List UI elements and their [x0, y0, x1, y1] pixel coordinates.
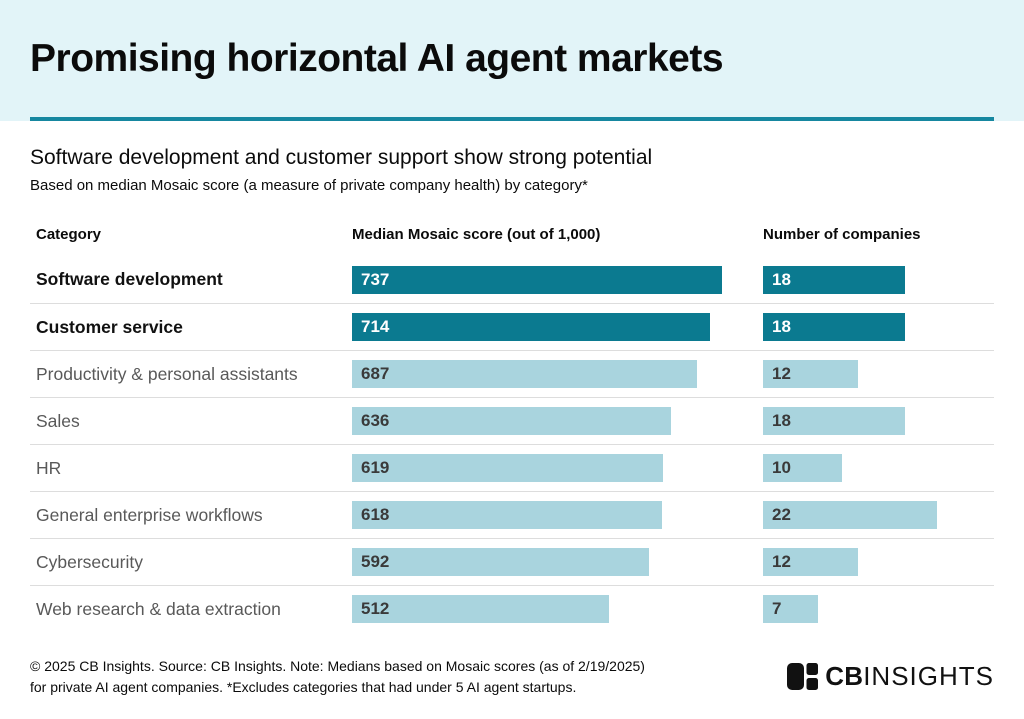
header-rule: [30, 117, 994, 121]
companies-bar: 7: [763, 595, 818, 623]
column-header-category: Category: [36, 226, 102, 243]
score-cell: 687: [352, 360, 763, 388]
score-bar: 636: [352, 407, 671, 435]
companies-bar: 10: [763, 454, 842, 482]
score-bar: 687: [352, 360, 697, 388]
companies-value: 18: [772, 317, 791, 336]
score-cell: 636: [352, 407, 763, 435]
table-row: Cybersecurity 592 12: [30, 538, 994, 585]
companies-cell: 10: [763, 454, 994, 482]
score-cell: 512: [352, 595, 763, 623]
table-row: General enterprise workflows 618 22: [30, 491, 994, 538]
companies-bar: 18: [763, 407, 905, 435]
score-value: 619: [361, 458, 390, 477]
companies-value: 12: [772, 552, 791, 571]
score-cell: 737: [352, 265, 763, 294]
score-value: 618: [361, 505, 390, 524]
category-label: Cybersecurity: [36, 551, 143, 572]
table-row: HR 619 10: [30, 444, 994, 491]
source-note-line2: for private AI agent companies. *Exclude…: [30, 678, 577, 695]
footer: © 2025 CB Insights. Source: CB Insights.…: [30, 656, 994, 697]
score-bar: 714: [352, 313, 710, 341]
score-bar: 618: [352, 501, 662, 529]
table-row: Productivity & personal assistants 687 1…: [30, 350, 994, 397]
source-note: © 2025 CB Insights. Source: CB Insights.…: [30, 656, 645, 697]
category-label: Web research & data extraction: [36, 598, 281, 619]
score-value: 687: [361, 364, 390, 383]
logo-insights: INSIGHTS: [863, 661, 994, 692]
score-value: 592: [361, 552, 390, 571]
companies-cell: 12: [763, 548, 994, 576]
score-bar: 619: [352, 454, 663, 482]
companies-value: 18: [772, 411, 791, 430]
column-header-score: Median Mosaic score (out of 1,000): [352, 226, 601, 243]
companies-cell: 12: [763, 360, 994, 388]
score-bar: 737: [352, 265, 722, 294]
page-title: Promising horizontal AI agent markets: [30, 37, 724, 80]
category-label: Customer service: [36, 316, 183, 337]
logo-cb: CB: [825, 661, 864, 692]
companies-bar: 12: [763, 360, 858, 388]
companies-value: 7: [772, 599, 782, 618]
category-label: Productivity & personal assistants: [36, 363, 298, 384]
companies-cell: 18: [763, 407, 994, 435]
chart-table: Category Median Mosaic score (out of 1,0…: [30, 226, 994, 632]
companies-bar: 22: [763, 501, 937, 529]
companies-cell: 18: [763, 313, 994, 341]
companies-value: 22: [772, 505, 791, 524]
companies-value: 10: [772, 458, 791, 477]
cb-insights-logo: CBINSIGHTS: [787, 661, 994, 692]
score-value: 714: [361, 317, 390, 336]
score-value: 636: [361, 411, 390, 430]
content: Software development and customer suppor…: [0, 146, 1024, 632]
chart-subtitle: Software development and customer suppor…: [30, 146, 653, 169]
cb-insights-logo-text: CBINSIGHTS: [825, 661, 994, 692]
score-cell: 619: [352, 454, 763, 482]
table-row: Software development 737 18: [30, 256, 994, 303]
companies-cell: 7: [763, 595, 994, 623]
score-bar: 512: [352, 595, 609, 623]
category-label: HR: [36, 457, 62, 478]
category-label: General enterprise workflows: [36, 504, 263, 525]
table-row: Customer service 714 18: [30, 303, 994, 350]
table-row: Sales 636 18: [30, 397, 994, 444]
companies-bar: 18: [763, 265, 905, 294]
category-label: Sales: [36, 410, 80, 431]
table-rows: Software development 737 18 Customer ser…: [30, 256, 994, 632]
score-cell: 714: [352, 313, 763, 341]
score-cell: 618: [352, 501, 763, 529]
column-header-companies: Number of companies: [763, 226, 921, 243]
companies-value: 12: [772, 364, 791, 383]
source-note-line1: © 2025 CB Insights. Source: CB Insights.…: [30, 658, 645, 675]
companies-bar: 12: [763, 548, 858, 576]
companies-cell: 22: [763, 501, 994, 529]
category-label: Software development: [36, 269, 223, 289]
score-cell: 592: [352, 548, 763, 576]
header-band: Promising horizontal AI agent markets: [0, 0, 1024, 121]
table-row: Web research & data extraction 512 7: [30, 585, 994, 632]
companies-cell: 18: [763, 265, 994, 294]
companies-value: 18: [772, 269, 791, 289]
companies-bar: 18: [763, 313, 905, 341]
score-bar: 592: [352, 548, 649, 576]
table-header-row: Category Median Mosaic score (out of 1,0…: [30, 226, 994, 256]
score-value: 512: [361, 599, 390, 618]
score-value: 737: [361, 269, 390, 289]
cb-insights-logo-icon: [787, 663, 819, 691]
chart-subnote: Based on median Mosaic score (a measure …: [30, 177, 588, 194]
